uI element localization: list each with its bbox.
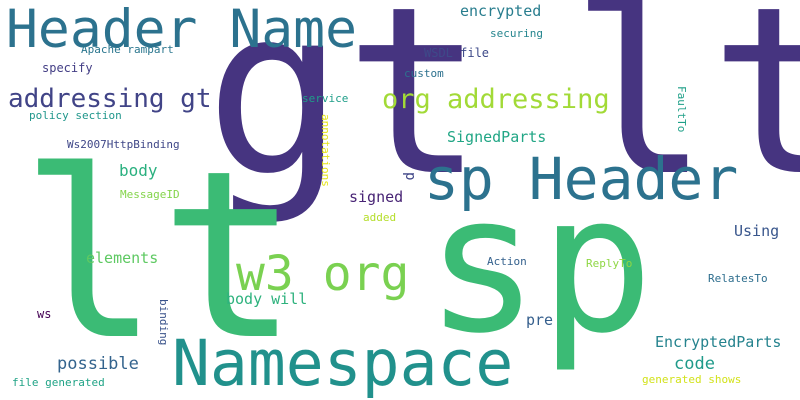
cloud-word-lt: lt [570,0,800,227]
cloud-word-ws2007httpbinding: Ws2007HttpBinding [67,138,180,151]
cloud-word-policy-section: policy section [29,109,122,122]
cloud-word-messageid: MessageID [120,188,180,201]
cloud-word-signed: signed [349,188,404,206]
cloud-word-body: body [119,161,158,180]
cloud-word-p: p [402,172,418,181]
cloud-word-org-addressing: org addressing [382,84,610,115]
cloud-word-encryptedparts: EncryptedParts [655,333,782,351]
cloud-word-service: service [302,92,349,105]
cloud-word-namespace: Namespace [172,327,514,400]
cloud-word-added: added [363,211,397,224]
cloud-word-body-will: body will [226,290,308,308]
cloud-word-custom: custom [404,67,444,80]
cloud-word-securing: securing [490,27,543,40]
cloud-word-sp-header: sp Header [424,145,739,213]
cloud-word-using: Using [734,222,780,240]
cloud-word-apache-rampart: Apache rampart [81,43,174,56]
cloud-word-elements: elements [86,249,159,267]
cloud-word-generated-shows: generated shows [642,373,742,386]
cloud-word-action: Action [487,255,527,268]
cloud-word-w3-org: w3 org [236,246,410,302]
cloud-word-replyto: ReplyTo [586,257,633,270]
cloud-word-encrypted: encrypted [460,2,542,20]
cloud-word-ws: ws [37,307,52,321]
cloud-word-annotations: annotations [319,114,332,187]
cloud-word-addressing-gt: addressing gt [8,84,212,114]
cloud-word-sp: sp [425,154,654,375]
cloud-word-header-name: Header Name [6,0,357,60]
cloud-word-signedparts: SignedParts [447,128,547,146]
cloud-word-gt: gt [205,0,485,227]
cloud-word-binding: binding [157,299,170,346]
cloud-word-lt-large: lt [20,121,300,391]
cloud-word-relatesto: RelatesTo [708,272,768,285]
cloud-word-specify: specify [42,61,93,75]
cloud-word-file-generated: file generated [12,376,105,389]
cloud-word-faultto: FaultTo [675,86,688,133]
cloud-word-pre: pre [526,311,554,329]
cloud-word-possible: possible [57,354,139,374]
cloud-word-wsdl-file: WSDL file [424,46,490,60]
cloud-word-code: code [674,354,715,374]
